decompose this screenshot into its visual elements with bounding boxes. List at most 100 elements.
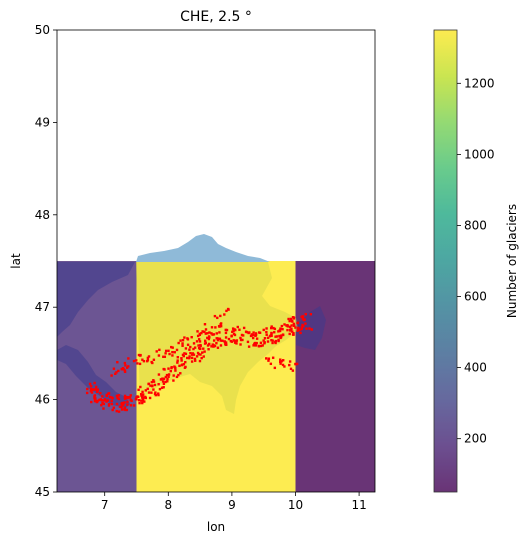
glacier-point	[203, 323, 207, 326]
glacier-point	[123, 396, 127, 399]
glacier-point	[116, 396, 119, 400]
glacier-point	[217, 337, 220, 341]
glacier-point	[240, 333, 244, 337]
glacier-point	[99, 391, 102, 395]
glacier-point	[299, 331, 302, 335]
glacier-point	[300, 326, 304, 329]
heatmap-cell-3	[295, 261, 375, 492]
glacier-point	[255, 341, 258, 345]
glacier-point	[198, 359, 202, 363]
glacier-point	[235, 339, 238, 343]
glacier-point	[270, 334, 273, 338]
glacier-point	[171, 351, 174, 354]
glacier-point	[288, 363, 291, 367]
glacier-point	[270, 325, 273, 328]
glacier-point	[203, 330, 206, 334]
glacier-point	[181, 342, 184, 345]
glacier-point	[210, 326, 214, 329]
glacier-point	[126, 395, 129, 399]
glacier-point	[304, 322, 307, 325]
glacier-point	[142, 359, 146, 363]
glacier-point	[180, 359, 183, 362]
glacier-point	[108, 395, 112, 399]
glacier-point	[287, 317, 290, 321]
glacier-point	[184, 352, 188, 356]
glacier-point	[273, 327, 277, 331]
colorbar-tick-label: 800	[464, 218, 487, 232]
glacier-point	[275, 335, 279, 338]
y-tick-label: 48	[35, 208, 50, 222]
glacier-point	[94, 385, 98, 389]
glacier-point	[303, 318, 306, 321]
glacier-point	[201, 351, 204, 354]
x-tick-label: 8	[164, 498, 172, 512]
glacier-point	[99, 398, 102, 401]
glacier-point	[117, 410, 121, 413]
glacier-point	[199, 347, 202, 351]
glacier-point	[279, 358, 282, 361]
glacier-point	[283, 365, 286, 368]
glacier-point	[203, 339, 207, 342]
glacier-point	[167, 367, 170, 370]
glacier-point	[292, 316, 296, 319]
glacier-point	[129, 398, 133, 402]
glacier-point	[286, 325, 289, 328]
glacier-point	[153, 392, 157, 396]
glacier-point	[117, 394, 120, 397]
glacier-point	[123, 406, 126, 409]
glacier-point	[185, 356, 189, 360]
glacier-point	[162, 386, 165, 389]
glacier-point	[182, 362, 186, 366]
glacier-point	[169, 369, 172, 373]
glacier-point	[143, 400, 146, 403]
glacier-point	[296, 321, 299, 325]
glacier-point	[173, 351, 176, 354]
glacier-point	[193, 346, 197, 349]
glacier-points	[85, 307, 313, 413]
glacier-point	[144, 395, 147, 399]
glacier-point	[211, 344, 215, 347]
glacier-point	[124, 364, 127, 367]
glacier-point	[207, 348, 210, 351]
glacier-point	[175, 348, 179, 352]
glacier-point	[206, 332, 209, 335]
glacier-point	[274, 335, 277, 338]
glacier-point	[90, 400, 93, 404]
glacier-point	[188, 355, 191, 358]
x-axis-label: lon	[207, 520, 225, 534]
glacier-point	[239, 336, 242, 340]
glacier-point	[193, 357, 197, 361]
x-tick-label: 9	[228, 498, 236, 512]
glacier-point	[259, 344, 263, 348]
glacier-point	[164, 349, 168, 353]
glacier-point	[259, 341, 263, 345]
glacier-point	[121, 366, 125, 370]
glacier-point	[289, 367, 293, 370]
glacier-point	[279, 327, 282, 330]
glacier-point	[96, 390, 99, 393]
glacier-point	[283, 323, 286, 326]
glacier-point	[224, 331, 228, 335]
glacier-point	[127, 365, 130, 368]
glacier-point	[115, 394, 119, 398]
glacier-point	[89, 385, 93, 388]
glacier-point	[125, 366, 129, 369]
glacier-point	[140, 394, 143, 398]
glacier-point	[124, 408, 127, 412]
glacier-point	[233, 341, 237, 344]
glacier-point	[201, 330, 204, 333]
glacier-point	[161, 377, 164, 380]
plot-area	[57, 234, 375, 492]
glacier-point	[149, 384, 152, 387]
glacier-point	[216, 346, 220, 349]
glacier-point	[179, 372, 182, 375]
glacier-point	[152, 388, 155, 391]
glacier-point	[151, 384, 154, 388]
glacier-point	[274, 339, 278, 343]
glacier-point	[252, 333, 255, 337]
glacier-point	[296, 329, 299, 332]
glacier-point	[152, 379, 155, 382]
glacier-point	[290, 324, 293, 327]
glacier-point	[266, 336, 270, 340]
